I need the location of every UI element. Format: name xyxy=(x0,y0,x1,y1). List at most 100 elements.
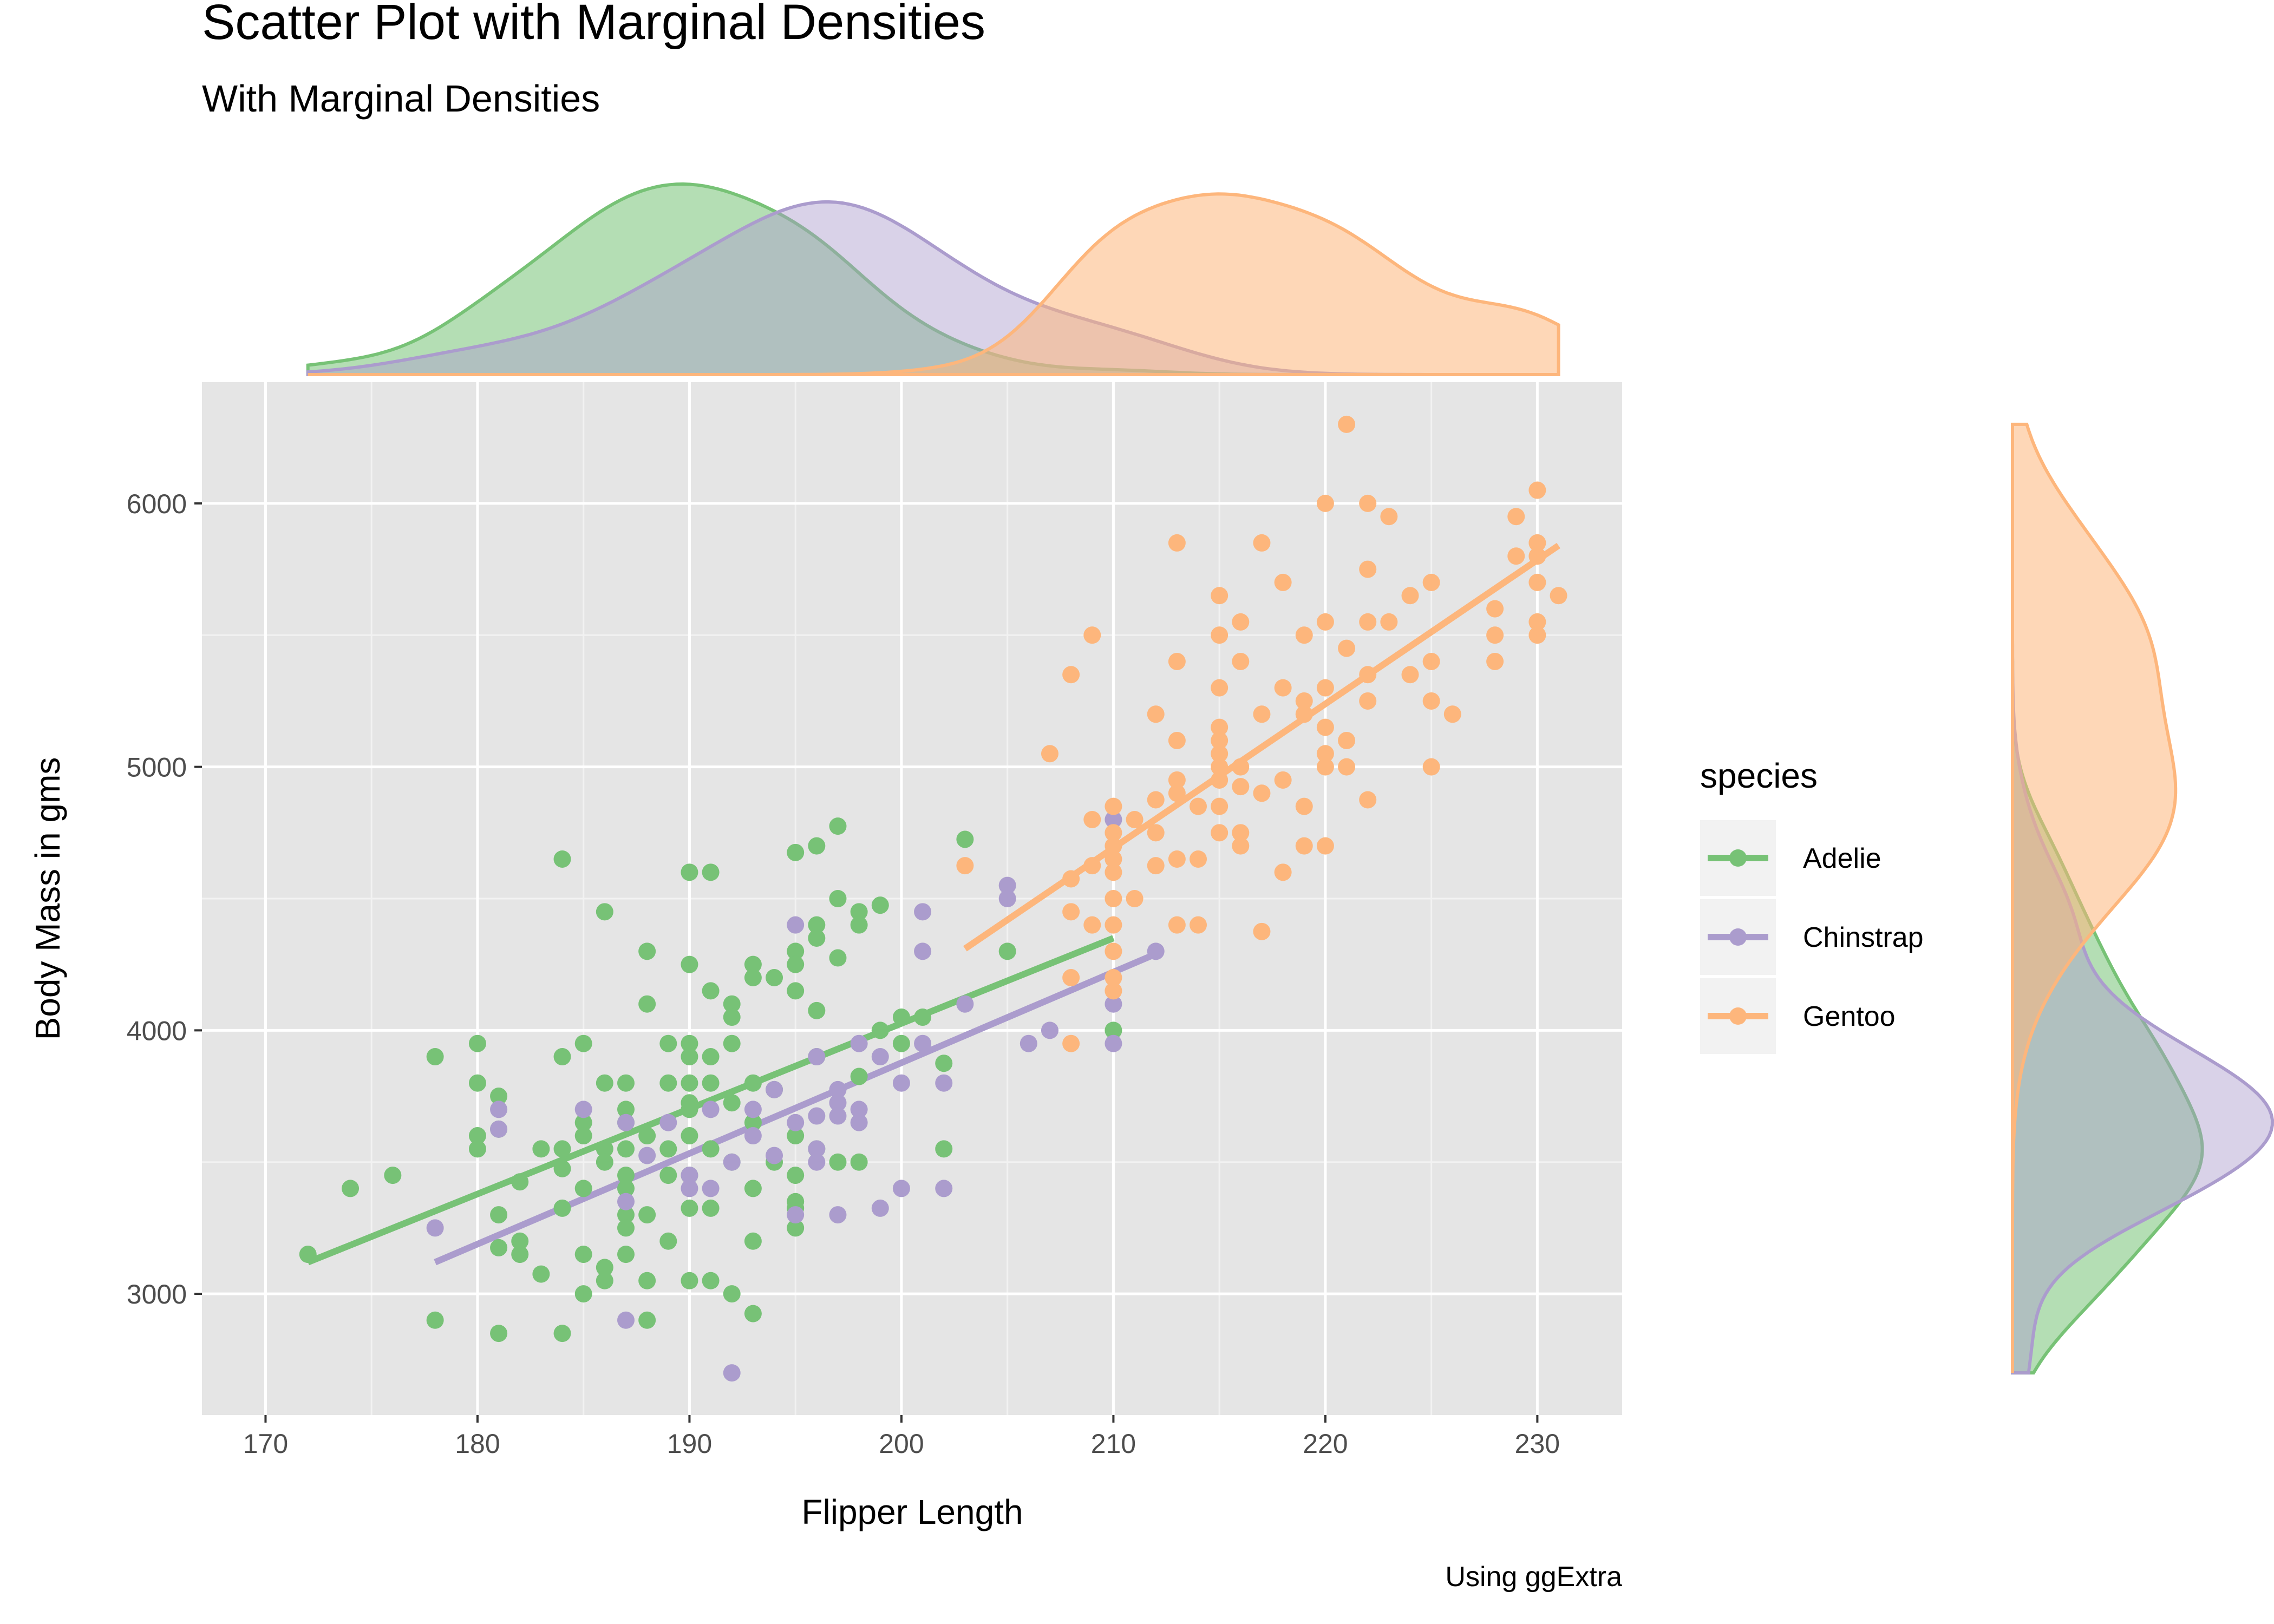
point-adelie xyxy=(574,1246,592,1263)
point-gentoo xyxy=(1338,415,1356,433)
point-gentoo xyxy=(1105,797,1122,815)
point-adelie xyxy=(681,1101,698,1118)
point-gentoo xyxy=(1105,863,1122,881)
point-gentoo xyxy=(1105,837,1122,855)
point-gentoo xyxy=(1338,758,1356,776)
point-chinstrap xyxy=(723,1153,741,1171)
x-tick-label: 190 xyxy=(667,1429,712,1459)
point-chinstrap xyxy=(914,1034,932,1052)
x-axis-title: Flipper Length xyxy=(801,1492,1023,1531)
point-gentoo xyxy=(1528,573,1546,591)
point-adelie xyxy=(659,1074,677,1092)
point-adelie xyxy=(299,1246,317,1263)
point-gentoo xyxy=(1105,982,1122,1000)
point-chinstrap xyxy=(1105,995,1122,1013)
point-adelie xyxy=(787,982,805,1000)
point-gentoo xyxy=(1147,857,1165,875)
point-adelie xyxy=(490,1206,508,1224)
point-gentoo xyxy=(1401,587,1419,605)
point-gentoo xyxy=(1443,705,1461,723)
point-gentoo xyxy=(1359,666,1377,684)
point-gentoo xyxy=(1105,942,1122,960)
point-chinstrap xyxy=(766,1147,783,1164)
point-gentoo xyxy=(1190,850,1207,868)
point-adelie xyxy=(808,837,826,855)
point-gentoo xyxy=(1316,679,1334,697)
point-chinstrap xyxy=(808,1048,826,1066)
point-adelie xyxy=(681,863,698,881)
point-gentoo xyxy=(1380,508,1398,526)
point-gentoo xyxy=(1401,666,1419,684)
point-adelie xyxy=(808,916,826,934)
point-gentoo xyxy=(1168,534,1186,552)
point-gentoo xyxy=(1168,771,1186,789)
point-gentoo xyxy=(1253,922,1271,940)
point-gentoo xyxy=(1359,613,1377,631)
point-adelie xyxy=(426,1311,444,1329)
point-adelie xyxy=(787,1167,805,1184)
point-gentoo xyxy=(1422,573,1440,591)
legend-label-adelie: Adelie xyxy=(1803,843,1881,874)
point-adelie xyxy=(659,1140,677,1158)
point-chinstrap xyxy=(871,1048,889,1066)
point-chinstrap xyxy=(744,1127,762,1145)
point-adelie xyxy=(829,1153,847,1171)
point-adelie xyxy=(553,1048,571,1066)
point-gentoo xyxy=(1295,626,1313,644)
point-adelie xyxy=(702,1140,720,1158)
point-gentoo xyxy=(1486,600,1504,618)
point-gentoo xyxy=(1126,890,1143,907)
point-adelie xyxy=(892,1034,910,1052)
point-gentoo xyxy=(1105,824,1122,842)
point-chinstrap xyxy=(914,903,932,921)
point-gentoo xyxy=(1083,916,1101,934)
point-chinstrap xyxy=(787,916,805,934)
legend-label-gentoo: Gentoo xyxy=(1803,1001,1896,1032)
point-adelie xyxy=(384,1167,402,1184)
point-adelie xyxy=(617,1167,635,1184)
point-adelie xyxy=(787,1127,805,1145)
data-points xyxy=(299,415,1567,1382)
point-gentoo xyxy=(1253,784,1271,802)
point-gentoo xyxy=(956,857,974,875)
point-adelie xyxy=(871,1021,889,1039)
point-adelie xyxy=(596,1074,613,1092)
point-chinstrap xyxy=(490,1120,508,1138)
point-adelie xyxy=(638,1206,656,1224)
point-gentoo xyxy=(1062,870,1080,888)
point-adelie xyxy=(850,1153,868,1171)
point-chinstrap xyxy=(702,1101,720,1118)
point-chinstrap xyxy=(617,1311,635,1329)
y-tick-label: 4000 xyxy=(127,1016,187,1046)
legend-point-chinstrap xyxy=(1729,928,1747,946)
point-adelie xyxy=(850,903,868,921)
point-gentoo xyxy=(1507,547,1525,565)
point-adelie xyxy=(702,863,720,881)
point-chinstrap xyxy=(892,1180,910,1197)
point-gentoo xyxy=(1316,758,1334,776)
point-adelie xyxy=(681,1199,698,1217)
point-chinstrap xyxy=(681,1180,698,1197)
point-adelie xyxy=(659,1167,677,1184)
gridlines xyxy=(202,382,1622,1415)
point-chinstrap xyxy=(787,1206,805,1224)
point-chinstrap xyxy=(935,1180,953,1197)
point-adelie xyxy=(808,1001,826,1019)
point-adelie xyxy=(511,1232,529,1250)
point-adelie xyxy=(532,1140,550,1158)
point-chinstrap xyxy=(744,1101,762,1118)
point-adelie xyxy=(829,817,847,835)
point-chinstrap xyxy=(808,1153,826,1171)
point-adelie xyxy=(935,1140,953,1158)
y-axis: 3000 4000 5000 6000 xyxy=(127,489,202,1309)
point-gentoo xyxy=(1507,508,1525,526)
point-adelie xyxy=(490,1239,508,1256)
point-adelie xyxy=(574,1180,592,1197)
point-gentoo xyxy=(1232,613,1250,631)
point-adelie xyxy=(553,1140,571,1158)
point-chinstrap xyxy=(892,1074,910,1092)
point-chinstrap xyxy=(914,942,932,960)
point-adelie xyxy=(596,1140,613,1158)
